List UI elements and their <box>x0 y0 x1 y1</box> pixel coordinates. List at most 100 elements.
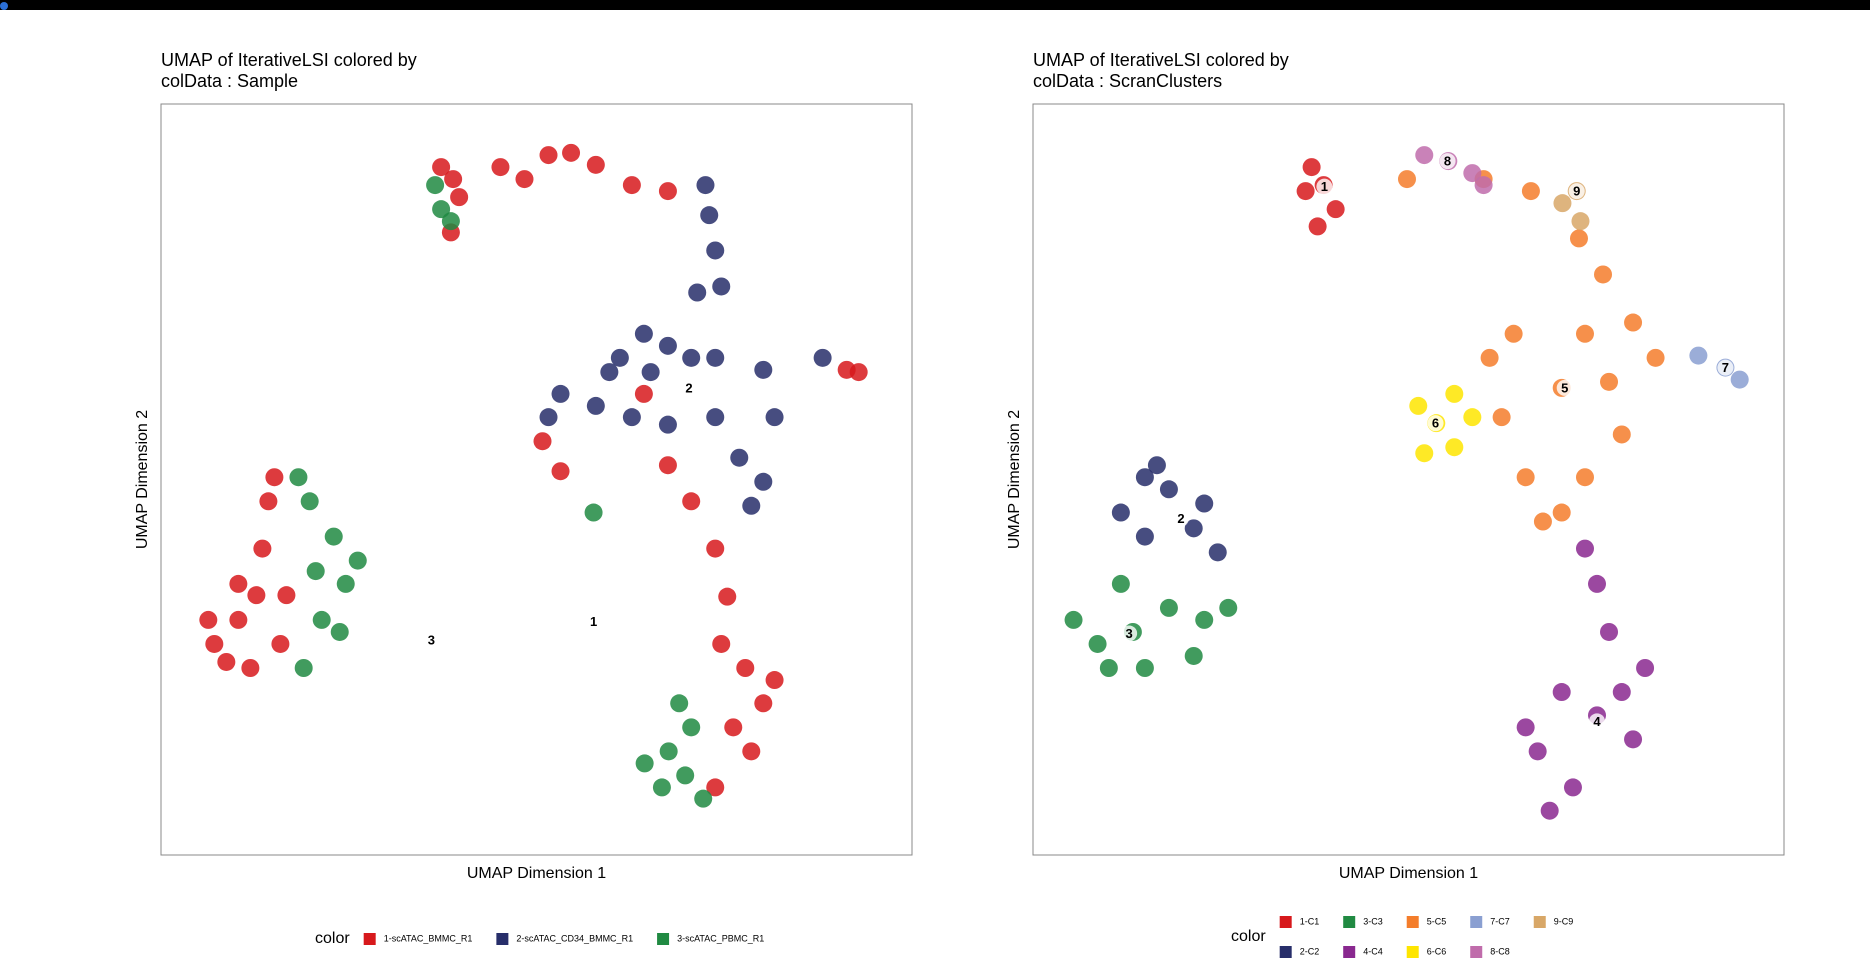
legend-label: 3-C3 <box>1363 916 1383 926</box>
point <box>706 408 725 427</box>
plot-frame <box>160 103 913 856</box>
point <box>694 789 713 808</box>
chart-title: UMAP of IterativeLSI colored by <box>1033 50 1289 70</box>
point <box>676 766 695 785</box>
point <box>659 742 678 761</box>
point <box>450 188 469 207</box>
point <box>259 492 278 511</box>
cluster-label: 9 <box>1573 184 1580 199</box>
point <box>1159 598 1178 617</box>
point <box>271 634 290 653</box>
y-axis-label: UMAP Dimension 2 <box>1006 410 1023 549</box>
point <box>1219 598 1238 617</box>
point <box>1646 348 1665 367</box>
point <box>205 634 224 653</box>
legend-label: 7-C7 <box>1490 916 1510 926</box>
annotation-badge <box>1589 713 1606 730</box>
point <box>765 408 784 427</box>
point <box>1553 194 1572 213</box>
legend-label: 8-C8 <box>1490 946 1510 956</box>
cluster-label: 1 <box>590 614 597 629</box>
point <box>1552 503 1571 522</box>
point <box>670 694 689 713</box>
point <box>658 182 677 201</box>
point <box>199 610 218 629</box>
legend-swatch <box>1470 916 1483 928</box>
point <box>1195 610 1214 629</box>
point <box>1409 396 1428 415</box>
point <box>1184 519 1203 538</box>
point <box>736 659 755 678</box>
point <box>1612 425 1631 444</box>
point <box>724 718 743 737</box>
annotation-badge <box>1316 178 1333 195</box>
point <box>1533 512 1552 531</box>
point <box>754 360 773 379</box>
point <box>330 622 349 641</box>
point <box>432 158 451 177</box>
point <box>247 586 266 605</box>
point <box>336 574 355 593</box>
point <box>1516 468 1535 487</box>
legend-swatch <box>1279 946 1292 958</box>
annotation-badge <box>585 613 602 630</box>
annotation-badge <box>1121 625 1138 642</box>
legend-swatch <box>1343 946 1356 958</box>
point <box>1302 158 1321 177</box>
x-axis-label: UMAP Dimension 1 <box>1339 865 1478 882</box>
point <box>1563 778 1582 797</box>
point <box>217 652 236 671</box>
point <box>1636 659 1655 678</box>
point <box>491 158 510 177</box>
plot-frame <box>1032 103 1785 856</box>
point <box>432 200 451 219</box>
point <box>682 492 701 511</box>
point <box>1397 170 1416 189</box>
point <box>622 408 641 427</box>
point <box>1474 176 1493 195</box>
legend-swatch <box>1470 946 1483 958</box>
legend-label: 1-scATAC_BMMC_R1 <box>384 933 473 943</box>
point <box>634 384 653 403</box>
legend-label: 9-C9 <box>1554 916 1574 926</box>
point <box>551 384 570 403</box>
point <box>1504 324 1523 343</box>
point <box>584 503 603 522</box>
point <box>348 551 367 570</box>
point <box>312 610 331 629</box>
point <box>1326 200 1345 219</box>
legend-label: 6-C6 <box>1427 946 1447 956</box>
point <box>1195 494 1214 513</box>
point <box>586 396 605 415</box>
point <box>1463 164 1482 183</box>
point <box>1445 438 1464 457</box>
point <box>1088 634 1107 653</box>
point <box>539 408 558 427</box>
point <box>1492 408 1511 427</box>
point <box>1588 574 1607 593</box>
legend-swatch <box>1406 946 1419 958</box>
point <box>610 348 629 367</box>
annotation-badge <box>1717 359 1734 376</box>
point <box>277 586 296 605</box>
legend-swatch <box>1343 916 1356 928</box>
point <box>1528 742 1547 761</box>
point <box>1569 229 1588 248</box>
point <box>241 659 260 678</box>
point <box>1463 408 1482 427</box>
cluster-label: 2 <box>1177 511 1184 526</box>
point <box>1594 265 1613 284</box>
point <box>696 176 715 195</box>
point <box>1135 659 1154 678</box>
point <box>712 634 731 653</box>
point <box>1600 622 1619 641</box>
point <box>634 324 653 343</box>
legend-title: color <box>1231 928 1266 945</box>
point <box>444 170 463 189</box>
point <box>658 336 677 355</box>
point <box>1521 182 1540 201</box>
legend-swatch <box>1533 916 1546 928</box>
annotation-badge <box>1427 415 1444 432</box>
point <box>706 241 725 260</box>
